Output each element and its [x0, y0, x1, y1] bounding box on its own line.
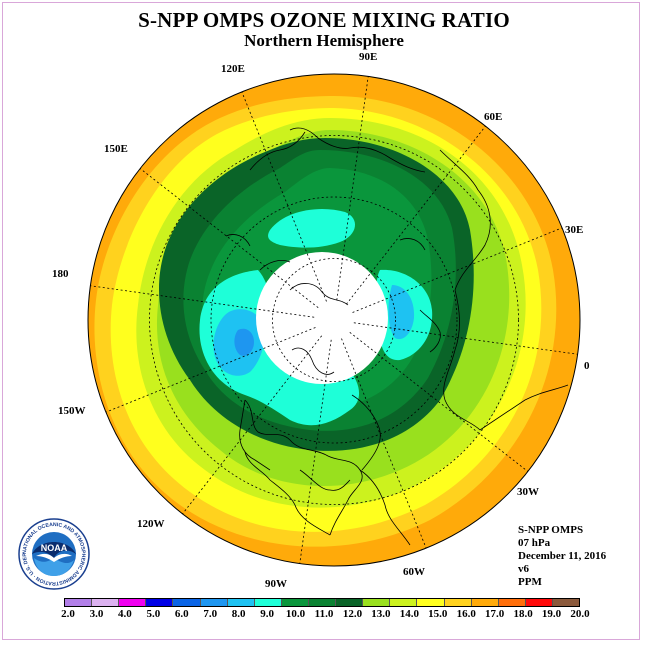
map-title: S-NPP OMPS OZONE MIXING RATIO: [138, 8, 510, 32]
lon-label-150w: 150W: [58, 405, 86, 417]
pressure-level: 07 hPa: [518, 537, 551, 549]
coastlines: [225, 127, 569, 546]
colorbar-swatch: [498, 599, 526, 606]
lon-label-90e: 90E: [359, 51, 378, 63]
map-boundary: [87, 73, 581, 567]
colorbar-tick-label: 10.0: [285, 608, 306, 620]
lon-label-120w: 120W: [137, 518, 165, 530]
colorbar-swatch: [281, 599, 309, 606]
colorbar-tick-label: 17.0: [485, 608, 505, 620]
figure-frame: [2, 2, 640, 640]
colorbar-swatch: [552, 599, 580, 606]
colorbar-tick-label: 7.0: [203, 608, 218, 620]
colorbar-tick-label: 14.0: [399, 608, 419, 620]
lon-label-60e: 60E: [484, 111, 503, 123]
colorbar: [64, 598, 580, 607]
colorbar-tick-label: 8.0: [231, 608, 246, 620]
colorbar-tick-label: 11.0: [314, 608, 334, 620]
colorbar-tick-label: 4.0: [118, 608, 132, 620]
colorbar-swatch: [65, 599, 93, 606]
colorbar-tick-label: 2.0: [61, 608, 75, 620]
latitude-circle: [149, 135, 519, 505]
colorbar-tick-label: 13.0: [371, 608, 391, 620]
data-version: v6: [518, 563, 529, 575]
noaa-logo: NATIONAL OCEANIC AND ATMOSPHERIC ADMINIS…: [18, 518, 90, 590]
lon-label-60w: 60W: [403, 566, 425, 578]
colorbar-swatch: [227, 599, 255, 606]
latitude-circle: [210, 196, 458, 444]
graticule: [90, 76, 578, 564]
lon-label-30e: 30E: [565, 224, 584, 236]
meridian-line: [352, 227, 563, 313]
lon-label-150e: 150E: [104, 143, 128, 155]
meridian-line: [182, 335, 323, 515]
colorbar-swatch: [390, 599, 418, 606]
colorbar-tick-label: 5.0: [146, 608, 161, 620]
colorbar-swatch: [471, 599, 499, 606]
colorbar-swatch: [417, 599, 445, 606]
meridian-line: [345, 125, 486, 305]
colorbar-tick-label: 3.0: [89, 608, 104, 620]
meridian-line: [299, 339, 332, 564]
colorbar-swatch: [146, 599, 174, 606]
colorbar-tick-label: 18.0: [513, 608, 533, 620]
lon-label-0: 0: [584, 360, 590, 372]
meridian-line: [349, 331, 529, 472]
colorbar-swatch: [336, 599, 364, 606]
meridian-line: [90, 285, 315, 318]
svg-text:NOAA: NOAA: [41, 543, 68, 553]
lon-label-120e: 120E: [221, 63, 245, 75]
meridian-line: [139, 168, 319, 309]
colorbar-swatch: [525, 599, 553, 606]
meridian-line: [105, 327, 316, 413]
map-subtitle: Northern Hemisphere: [244, 31, 404, 50]
lon-label-90w: 90W: [265, 578, 287, 590]
band-7: [234, 328, 254, 356]
lon-label-180: 180: [52, 268, 69, 280]
colorbar-tick-label: 19.0: [541, 608, 562, 620]
colorbar-tick-label: 9.0: [260, 608, 274, 620]
colorbar-tick-label: 20.0: [570, 608, 590, 620]
colorbar-tick-label: 12.0: [342, 608, 363, 620]
colorbar-swatch: [363, 599, 391, 606]
colorbar-swatch: [92, 599, 120, 606]
meridian-line: [353, 322, 578, 355]
colorbar-swatch: [444, 599, 472, 606]
meridian-line: [341, 338, 427, 549]
product-info: S-NPP OMPS 07 hPa December 11, 2016 v6 P…: [518, 524, 606, 589]
colorbar-tick-label: 6.0: [174, 608, 189, 620]
meridian-line: [336, 76, 369, 301]
colorbar-swatch: [308, 599, 337, 606]
colorbar-tick-label: 15.0: [428, 608, 448, 620]
colorbar-swatch: [254, 599, 282, 606]
latitude-circle: [272, 258, 396, 382]
colorbar-swatch: [119, 599, 147, 606]
colorbar-swatch: [173, 599, 201, 606]
observation-date: December 11, 2016: [518, 550, 607, 562]
meridian-line: [241, 91, 327, 302]
instrument-name: S-NPP OMPS: [518, 524, 584, 536]
lon-label-30w: 30W: [517, 486, 539, 498]
polar-night-mask: [256, 252, 388, 384]
colorbar-tick-label: 16.0: [456, 608, 476, 620]
units-label: PPM: [518, 576, 542, 588]
colorbar-swatch: [200, 599, 228, 606]
band-9-north: [268, 209, 356, 248]
